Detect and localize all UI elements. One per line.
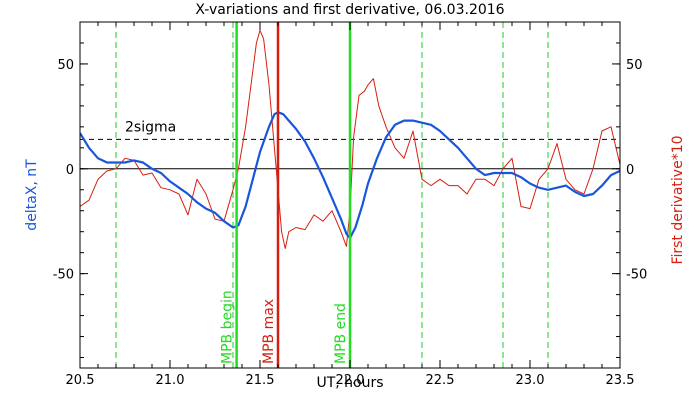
series-deltaX: [80, 111, 620, 240]
x-tick-label: 23.5: [606, 373, 635, 388]
y-tick-label-right: 50: [626, 58, 643, 73]
dashed-reference-lines: [115, 22, 549, 368]
x-axis-ticks: 20.5 21.0 21.5 22.0 22.5 23.0 23.5: [66, 22, 635, 388]
marker-label-2: MPB end: [333, 303, 349, 364]
y-tick-label-left: 0: [66, 163, 74, 178]
y-tick-label-right: -50: [626, 268, 647, 283]
mpb-markers: MPB begin MPB max MPB end: [220, 22, 352, 368]
marker-label-1: MPB max: [261, 299, 277, 364]
marker-label-0: MPB begin: [220, 290, 236, 364]
chart-title: X-variations and first derivative, 06.03…: [195, 2, 504, 18]
y-tick-label-left: 50: [57, 58, 74, 73]
y-tick-label-left: -50: [53, 268, 74, 283]
x-tick-label: 22.0: [336, 373, 365, 388]
x-tick-label: 23.0: [516, 373, 545, 388]
left-y-axis-label: deltaX, nT: [24, 159, 40, 231]
plot-area: MPB begin MPB max MPB end: [80, 22, 620, 368]
x-tick-label: 21.0: [156, 373, 185, 388]
y-tick-label-right: 0: [626, 163, 634, 178]
two-sigma-label: 2sigma: [125, 119, 176, 135]
left-y-axis-ticks: -50 0 50: [53, 21, 88, 359]
x-tick-label: 22.5: [426, 373, 455, 388]
x-axis-label: UT, hours: [316, 375, 383, 391]
x-tick-label: 21.5: [246, 373, 275, 388]
x-tick-label: 20.5: [66, 373, 95, 388]
right-y-axis-label: First derivative*10: [670, 135, 686, 264]
right-y-axis-ticks: -50 0 50: [612, 21, 647, 359]
